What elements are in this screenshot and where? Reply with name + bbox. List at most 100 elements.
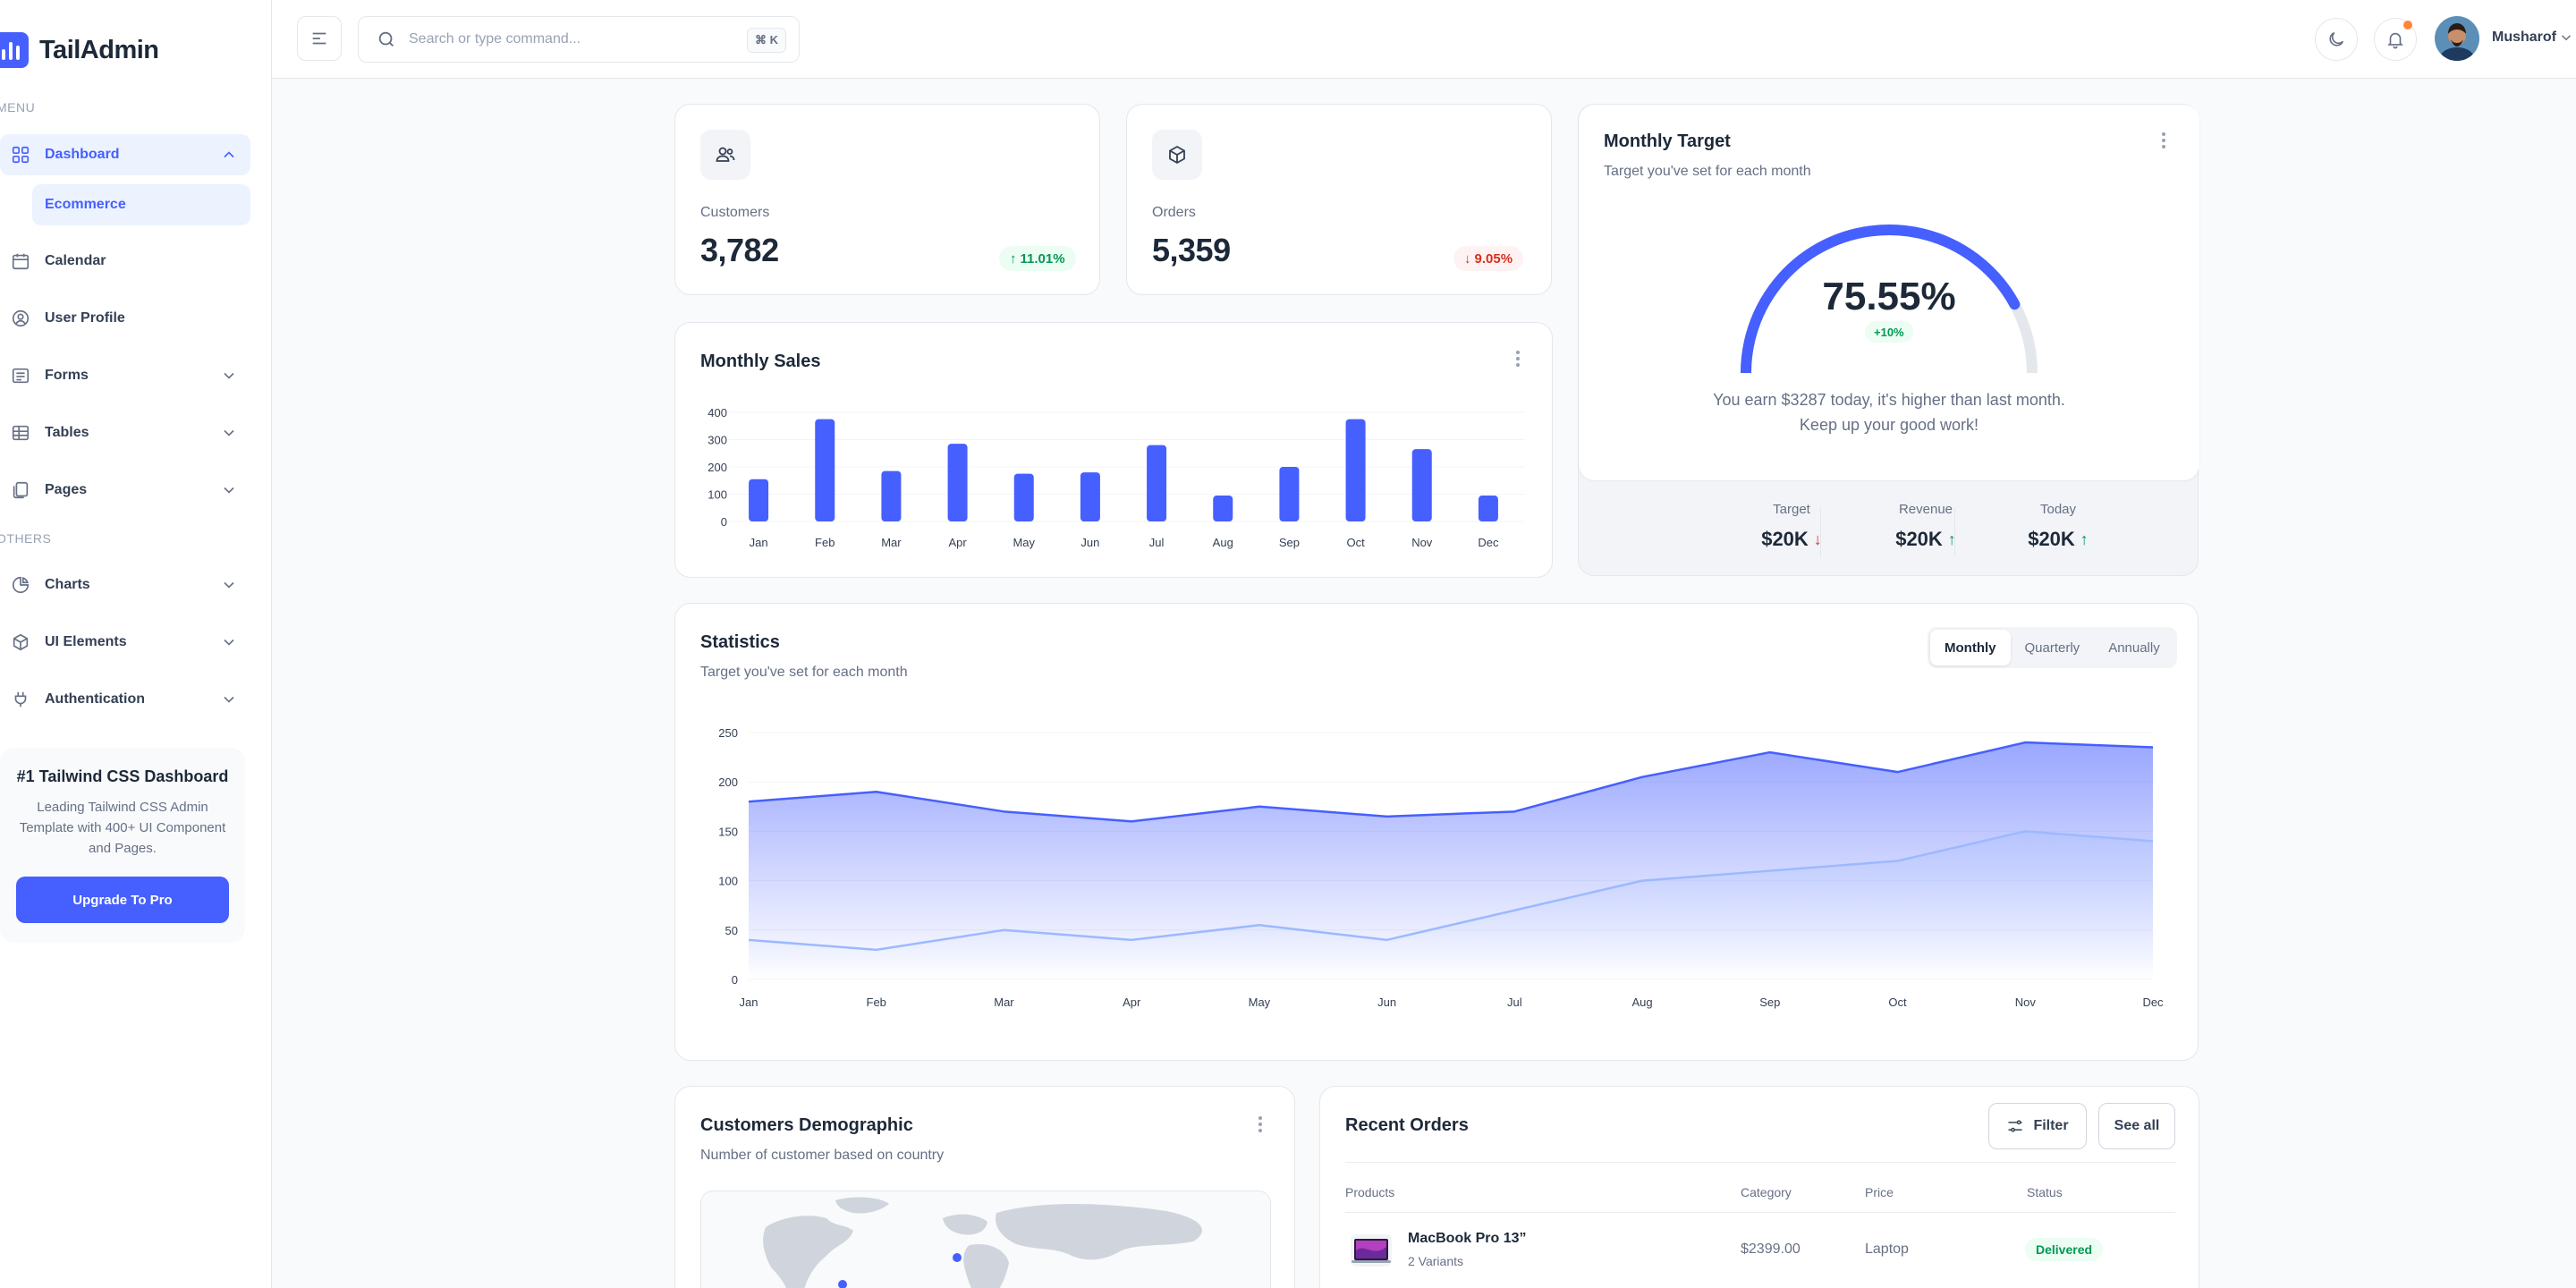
sidebar-item-charts[interactable]: Charts xyxy=(0,564,250,606)
world-map[interactable] xyxy=(700,1191,1271,1288)
x-tick-label: Oct xyxy=(1346,536,1365,549)
chevron-down-icon xyxy=(220,691,238,708)
search-input[interactable] xyxy=(409,31,731,47)
x-tick-label: May xyxy=(1013,536,1035,549)
logo[interactable]: TailAdmin xyxy=(0,32,159,68)
bar xyxy=(815,419,835,521)
filter-label: Filter xyxy=(2033,1118,2069,1133)
sidebar-item-tables[interactable]: Tables xyxy=(0,412,250,453)
chevron-down-icon[interactable] xyxy=(2558,30,2574,46)
top-header: ⌘ K Musharof xyxy=(272,0,2576,79)
sidebar-item-label: User Profile xyxy=(45,310,125,326)
see-all-label: See all xyxy=(2114,1118,2160,1133)
statistics-chart: 0 50 100 150 200 250 Jan Feb Mar Apr May Jun Jul Aug S… xyxy=(718,726,2164,1009)
more-options-icon[interactable] xyxy=(1250,1114,1271,1135)
sidebar-item-calendar[interactable]: Calendar xyxy=(0,241,250,282)
column-header: Status xyxy=(2027,1185,2063,1199)
more-options-icon[interactable] xyxy=(1507,348,1529,369)
stat-value: $20K xyxy=(1895,528,1943,550)
orders-card: Orders 5,359 ↓ 9.05% xyxy=(1126,104,1552,295)
chevron-down-icon xyxy=(220,367,238,385)
bar xyxy=(947,444,968,521)
others-group-title: OTHERS xyxy=(0,531,52,546)
user-name[interactable]: Musharof xyxy=(2492,30,2556,45)
x-tick-label: May xyxy=(1249,996,1271,1009)
monthly-sales-card: Monthly Sales 0 100 200 300 400 Jan Feb Mar Apr M… xyxy=(674,322,1553,578)
sidebar-item-label: Dashboard xyxy=(45,147,120,162)
user-circle-icon xyxy=(9,307,32,330)
sidebar-item-label: Pages xyxy=(45,482,88,497)
x-tick-label: Jun xyxy=(1377,996,1396,1009)
sidebar-item-ui-elements[interactable]: UI Elements xyxy=(0,622,250,663)
card-title: Monthly Target xyxy=(1604,131,1731,151)
sliders-icon xyxy=(2008,1120,2022,1132)
see-all-button[interactable]: See all xyxy=(2098,1103,2175,1149)
sidebar-item-label: UI Elements xyxy=(45,634,127,649)
y-tick-label: 200 xyxy=(718,775,738,789)
stat-label: Revenue xyxy=(1898,502,1953,517)
dark-mode-toggle[interactable] xyxy=(2315,18,2358,61)
sidebar-item-dashboard[interactable]: Dashboard xyxy=(0,134,250,175)
series-line xyxy=(748,741,2154,823)
x-tick-label: Feb xyxy=(815,536,835,549)
filter-button[interactable]: Filter xyxy=(1988,1103,2087,1149)
sidebar-toggle-button[interactable] xyxy=(297,16,342,61)
tab-quarterly[interactable]: Quarterly xyxy=(2024,640,2080,656)
notification-dot xyxy=(2403,21,2412,30)
column-header: Category xyxy=(1741,1185,1792,1199)
sidebar-item-user-profile[interactable]: User Profile xyxy=(0,298,250,339)
bar xyxy=(1478,496,1498,521)
upgrade-button[interactable]: Upgrade To Pro xyxy=(16,877,229,923)
bar xyxy=(881,470,902,521)
stat-label: Today xyxy=(2039,502,2077,517)
target-message: You earn $3287 today, it's higher than l… xyxy=(1579,387,2199,437)
bar xyxy=(1213,496,1233,521)
gauge-percent: 75.55% xyxy=(1822,275,1956,318)
promo-card: #1 Tailwind CSS Dashboard Leading Tailwi… xyxy=(0,748,245,943)
search-bar[interactable]: ⌘ K xyxy=(358,16,800,63)
arrow-down-icon: ↓ xyxy=(1813,530,1822,548)
bar xyxy=(749,479,769,521)
table-row[interactable]: MacBook Pro 13” 2 Variants $2399.00 Lapt… xyxy=(1345,1212,2175,1285)
change-badge: ↑ 11.01% xyxy=(999,246,1076,271)
period-switcher: Monthly Quarterly Annually xyxy=(1928,627,2177,668)
sidebar-subitem-ecommerce[interactable]: Ecommerce xyxy=(32,184,250,225)
promo-title: #1 Tailwind CSS Dashboard xyxy=(16,767,229,785)
y-tick-label: 50 xyxy=(725,924,738,937)
y-tick-label: 0 xyxy=(732,973,738,987)
sidebar: TailAdmin MENU Dashboard Ecommerce Calen… xyxy=(0,0,272,1288)
sidebar-item-authentication[interactable]: Authentication xyxy=(0,679,250,720)
column-header: Price xyxy=(1865,1185,1894,1199)
tab-annually[interactable]: Annually xyxy=(2108,640,2160,656)
x-tick-label: Dec xyxy=(2142,996,2164,1009)
x-tick-label: Nov xyxy=(1411,536,1433,549)
x-tick-label: Apr xyxy=(948,536,967,549)
metric-label: Customers xyxy=(700,205,770,220)
sidebar-item-forms[interactable]: Forms xyxy=(0,355,250,396)
search-shortcut: ⌘ K xyxy=(747,28,786,53)
chevron-up-icon xyxy=(220,146,238,164)
promo-description: Leading Tailwind CSS Admin Template with… xyxy=(19,800,226,856)
menu-group-title: MENU xyxy=(0,100,36,114)
y-tick-label: 300 xyxy=(708,434,727,447)
card-subtitle: Target you've set for each month xyxy=(1604,164,1811,179)
metric-label: Orders xyxy=(1152,205,1196,220)
y-tick-label: 100 xyxy=(708,488,727,502)
x-tick-label: Sep xyxy=(1279,536,1300,549)
monthly-sales-chart: 0 100 200 300 400 Jan Feb Mar Apr May Jun Jul Aug Sep… xyxy=(708,406,1525,549)
progress-gauge xyxy=(1741,225,2038,373)
avatar[interactable] xyxy=(2435,16,2479,61)
y-tick-label: 200 xyxy=(708,461,727,474)
today-stat: Today $20K ↑ xyxy=(1996,502,2121,551)
tab-monthly[interactable]: Monthly xyxy=(1930,630,2011,665)
notifications-button[interactable] xyxy=(2374,18,2417,61)
sidebar-item-label: Calendar xyxy=(45,253,106,268)
stat-value: $20K xyxy=(1761,528,1809,550)
card-title: Customers Demographic xyxy=(700,1115,913,1135)
metric-value: 5,359 xyxy=(1152,232,1231,268)
more-options-icon[interactable] xyxy=(2153,130,2174,151)
metric-value: 3,782 xyxy=(700,232,779,268)
sidebar-item-label: Charts xyxy=(45,577,90,592)
y-tick-label: 250 xyxy=(718,726,738,740)
sidebar-item-pages[interactable]: Pages xyxy=(0,470,250,511)
